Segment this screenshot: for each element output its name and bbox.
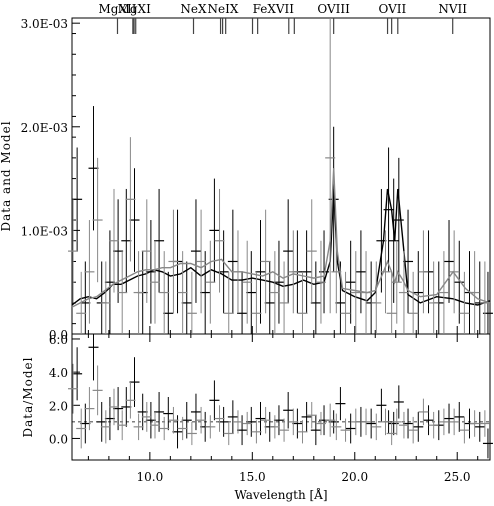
top-y-tick-label: 3.0E-03 bbox=[21, 17, 68, 31]
top-y-tick-label: 2.0E-03 bbox=[21, 121, 68, 135]
bottom-y-tick-label: 0.0 bbox=[49, 432, 68, 446]
line-id-label: OVIII bbox=[317, 2, 350, 16]
bottom-panel-frame bbox=[71, 333, 491, 461]
line-id-label: OVII bbox=[378, 2, 406, 16]
line-id-label: MgXI bbox=[118, 2, 152, 16]
line-id-label: FeXVII bbox=[253, 2, 295, 16]
line-id-label: NVII bbox=[438, 2, 467, 16]
x-tick-label: 20.0 bbox=[341, 470, 368, 484]
x-tick-label: 15.0 bbox=[239, 470, 266, 484]
x-tick-label: 10.0 bbox=[137, 470, 164, 484]
line-id-label: NeIX bbox=[207, 2, 238, 16]
top-model-line bbox=[71, 168, 491, 308]
bottom-series-group bbox=[72, 334, 493, 459]
top-y-axis-label: Data and Model bbox=[0, 120, 13, 231]
top-series-group bbox=[68, 18, 491, 334]
bottom-y-axis-label: Data/Model bbox=[21, 357, 35, 438]
line-id-label: MgXII bbox=[98, 2, 136, 16]
bottom-y-tick-label: 6.0 bbox=[49, 333, 68, 347]
line-id-label: NeX bbox=[180, 2, 207, 16]
top-y-tick-label: 1.0E-03 bbox=[21, 224, 68, 238]
bottom-y-tick-label: 4.0 bbox=[49, 366, 68, 380]
top-model-line bbox=[71, 188, 491, 306]
top-y-tick-label: 0.0 bbox=[49, 328, 68, 342]
x-axis-label: Wavelength [Å] bbox=[234, 487, 327, 502]
bottom-y-tick-label: 2.0 bbox=[49, 399, 68, 413]
bottom-series-group bbox=[68, 363, 490, 449]
top-series-group bbox=[71, 106, 493, 334]
x-tick-label: 25.0 bbox=[444, 470, 471, 484]
